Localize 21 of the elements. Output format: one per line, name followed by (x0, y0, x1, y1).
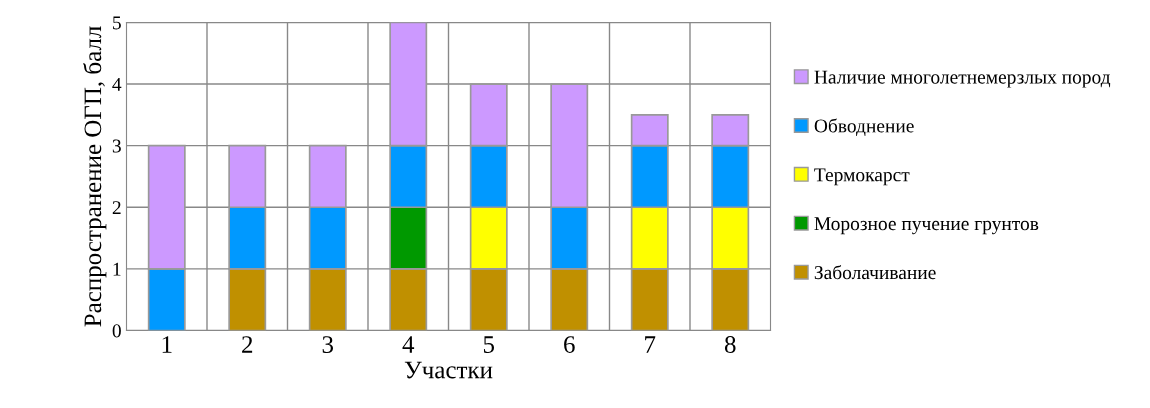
x-tick-label: 4 (402, 336, 415, 353)
x-tick-label: 8 (724, 336, 736, 353)
y-tick-label: 1 (113, 262, 121, 276)
x-tick-label: 6 (564, 336, 575, 353)
legend-label: Термокарст (814, 168, 910, 186)
y-tick-label: 2 (112, 201, 121, 215)
x-tick-label: 7 (645, 336, 656, 353)
x-tick-label: 1 (162, 336, 172, 353)
y-tick-label: 3 (112, 139, 121, 153)
y-tick-label: 4 (112, 77, 122, 91)
legend-label: Морозное пучение грунтов (814, 217, 1039, 235)
x-tick-label: 3 (322, 336, 334, 353)
legend-label: Наличие многолетнемерзлых пород (814, 70, 1111, 88)
legend-label: Обводнение (814, 118, 914, 137)
x-axis-title: Участки (404, 361, 493, 379)
y-tick-label: 0 (112, 324, 121, 338)
legend-label: Заболачивание (814, 265, 936, 280)
x-tick-label: 5 (483, 336, 495, 353)
y-axis-title: Распространение ОГП, балл (83, 26, 107, 327)
x-tick-label: 2 (242, 336, 253, 353)
y-tick-label: 5 (113, 16, 121, 30)
